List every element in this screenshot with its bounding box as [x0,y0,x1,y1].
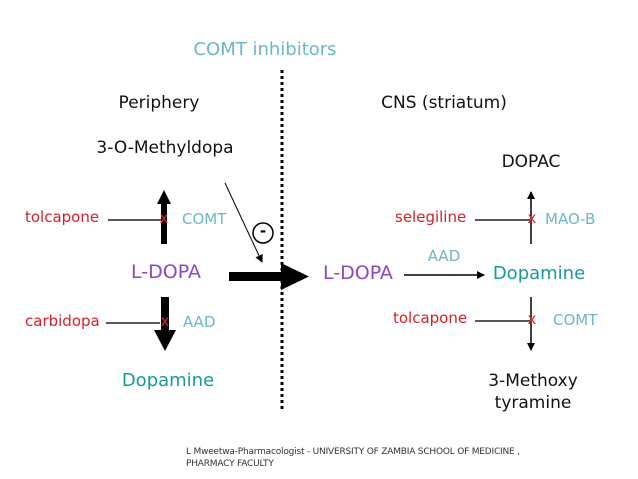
comt-inhibitor-diagonal-arrow [224,182,263,263]
3-methoxytyramine-line1: 3-Methoxy [488,371,578,391]
block-mark: x [159,209,169,227]
footer-credit-line2: PHARMACY FACULTY [186,459,274,469]
3-o-methyldopa-label: 3-O-Methyldopa [96,138,234,158]
l-dopa-cns-label: L-DOPA [323,262,393,284]
title: COMT inhibitors [193,39,337,60]
cns-heading: CNS (striatum) [381,93,507,113]
block-mark: x [527,209,537,227]
tolcapone-cns-label: tolcapone [393,309,468,327]
comt-cns-enzyme-label: COMT [553,311,598,329]
comt-up-arrow [157,190,171,244]
block-mark: x [160,312,170,330]
3-methoxytyramine-line2: tyramine [494,393,572,413]
dopamine-cns-label: Dopamine [492,263,586,284]
dopamine-periphery-label: Dopamine [121,370,215,391]
aad-down-arrow [154,297,176,351]
aad-cns-label: AAD [427,247,461,265]
comt-enzyme-label: COMT [182,210,227,228]
aad-enzyme-label: AAD [183,313,216,331]
dopac-label: DOPAC [501,152,561,172]
periphery-heading: Periphery [118,93,200,113]
inhibition-circle-icon [252,222,274,244]
carbidopa-label: carbidopa [25,312,100,330]
l-dopa-periphery-label: L-DOPA [131,261,201,283]
mao-b-enzyme-label: MAO-B [545,210,596,228]
bbb-transport-arrow [229,263,309,290]
selegiline-label: selegiline [395,208,467,226]
minus-sign: - [259,222,267,240]
block-mark: x [527,310,537,328]
tolcapone-label: tolcapone [25,208,100,226]
footer-credit-line1: L Mweetwa-Pharmacologist - UNIVERSITY OF… [186,447,520,457]
